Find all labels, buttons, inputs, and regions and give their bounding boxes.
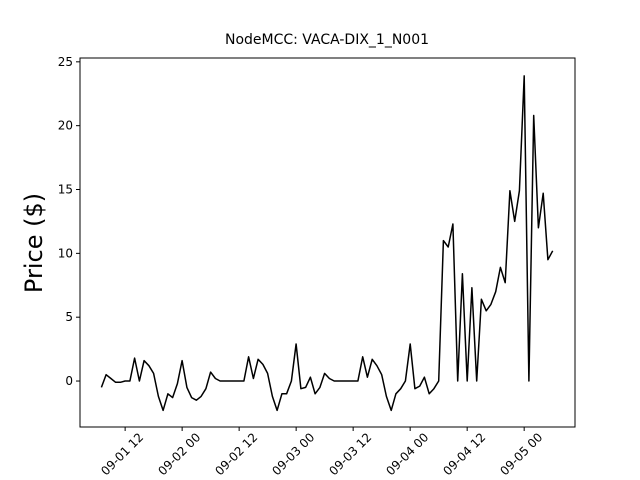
y-axis-label: Price ($) (20, 193, 48, 293)
x-tick-label: 09-02 00 (155, 430, 203, 478)
x-tick-label: 09-04 12 (440, 430, 488, 478)
line-series (100, 75, 554, 412)
x-tick-label: 09-01 12 (98, 430, 146, 478)
y-tick-label: 15 (58, 183, 73, 197)
y-tick-label: 5 (65, 310, 73, 324)
x-tick-label: 09-03 00 (269, 430, 317, 478)
plot-frame (79, 57, 576, 428)
y-tick-label: 0 (65, 374, 73, 388)
x-tick-label: 09-03 12 (326, 430, 374, 478)
x-tick-label: 09-02 12 (212, 430, 260, 478)
chart-title: NodeMCC: VACA-DIX_1_N001 (225, 32, 429, 48)
y-tick-label: 20 (58, 119, 73, 133)
y-tick-label: 25 (58, 55, 73, 69)
y-tick-label: 10 (58, 246, 73, 260)
x-tick-label: 09-05 00 (497, 430, 545, 478)
x-tick-label: 09-04 00 (383, 430, 431, 478)
